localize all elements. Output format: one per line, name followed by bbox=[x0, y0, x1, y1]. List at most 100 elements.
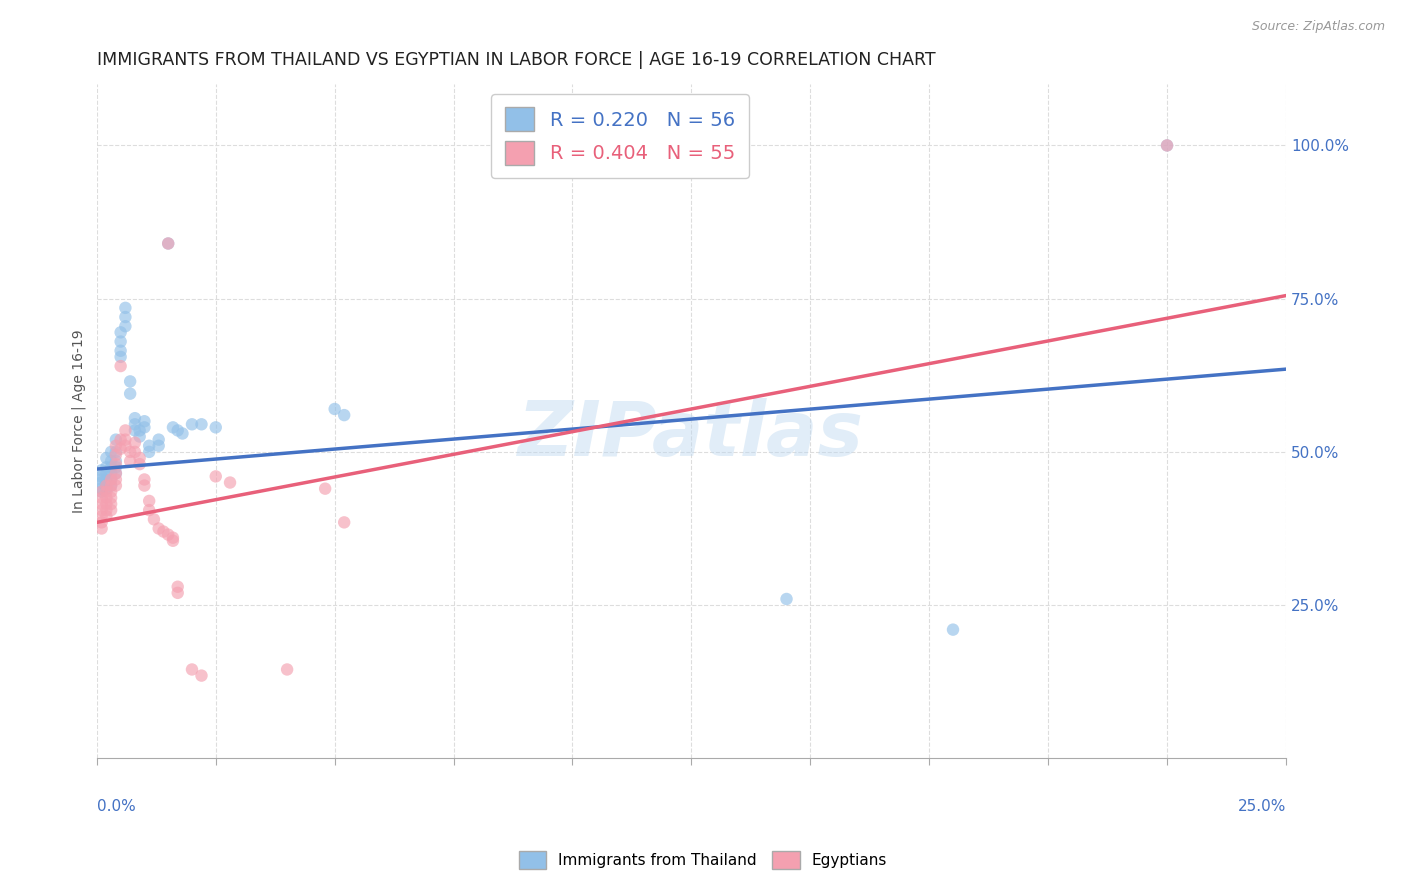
Point bbox=[104, 457, 127, 471]
Point bbox=[90, 475, 112, 490]
Point bbox=[104, 473, 127, 487]
Point bbox=[90, 484, 112, 499]
Point bbox=[100, 484, 122, 499]
Point bbox=[96, 497, 118, 511]
Point bbox=[96, 509, 118, 524]
Point bbox=[124, 417, 146, 432]
Point bbox=[96, 478, 118, 492]
Point bbox=[181, 417, 204, 432]
Point bbox=[90, 503, 112, 517]
Point bbox=[96, 503, 118, 517]
Point bbox=[110, 433, 132, 447]
Point bbox=[104, 467, 127, 481]
Point bbox=[148, 439, 170, 453]
Point bbox=[157, 236, 180, 251]
Point bbox=[100, 503, 122, 517]
Point bbox=[124, 435, 146, 450]
Point bbox=[100, 454, 122, 468]
Point bbox=[128, 450, 150, 465]
Y-axis label: In Labor Force | Age 16-19: In Labor Force | Age 16-19 bbox=[72, 329, 86, 513]
Point bbox=[162, 533, 184, 548]
Point bbox=[100, 473, 122, 487]
Point bbox=[90, 463, 112, 477]
Point bbox=[114, 433, 136, 447]
Point bbox=[100, 497, 122, 511]
Point bbox=[110, 359, 132, 373]
Point bbox=[134, 473, 156, 487]
Point bbox=[166, 586, 188, 600]
Point bbox=[157, 527, 180, 541]
Point bbox=[96, 467, 118, 481]
Point bbox=[104, 478, 127, 492]
Point bbox=[100, 445, 122, 459]
Point bbox=[100, 478, 122, 492]
Point bbox=[134, 478, 156, 492]
Point bbox=[104, 454, 127, 468]
Point bbox=[90, 482, 112, 496]
Point bbox=[148, 521, 170, 535]
Point bbox=[323, 401, 346, 416]
Point bbox=[120, 454, 142, 468]
Point bbox=[1156, 138, 1178, 153]
Point bbox=[120, 386, 142, 401]
Point bbox=[96, 482, 118, 496]
Point bbox=[142, 512, 165, 526]
Text: Source: ZipAtlas.com: Source: ZipAtlas.com bbox=[1251, 20, 1385, 33]
Text: 0.0%: 0.0% bbox=[97, 799, 135, 814]
Point bbox=[100, 478, 122, 492]
Point bbox=[157, 236, 180, 251]
Point bbox=[172, 426, 194, 441]
Point bbox=[96, 491, 118, 505]
Point bbox=[124, 424, 146, 438]
Point bbox=[90, 473, 112, 487]
Point bbox=[124, 445, 146, 459]
Point bbox=[190, 668, 212, 682]
Point bbox=[90, 491, 112, 505]
Point bbox=[110, 343, 132, 358]
Point bbox=[100, 460, 122, 475]
Point bbox=[204, 420, 226, 434]
Point bbox=[104, 460, 127, 475]
Point bbox=[1156, 138, 1178, 153]
Point bbox=[120, 375, 142, 389]
Point bbox=[104, 439, 127, 453]
Point bbox=[90, 521, 112, 535]
Point bbox=[138, 503, 160, 517]
Point bbox=[110, 350, 132, 364]
Point bbox=[96, 473, 118, 487]
Point bbox=[333, 408, 356, 422]
Point bbox=[104, 445, 127, 459]
Legend: R = 0.220   N = 56, R = 0.404   N = 55: R = 0.220 N = 56, R = 0.404 N = 55 bbox=[492, 94, 748, 178]
Point bbox=[110, 326, 132, 340]
Point bbox=[138, 445, 160, 459]
Point bbox=[942, 623, 965, 637]
Point bbox=[138, 494, 160, 508]
Text: 25.0%: 25.0% bbox=[1237, 799, 1286, 814]
Point bbox=[775, 592, 797, 607]
Point bbox=[219, 475, 242, 490]
Point bbox=[204, 469, 226, 483]
Point bbox=[100, 473, 122, 487]
Point bbox=[134, 414, 156, 428]
Point bbox=[114, 439, 136, 453]
Point bbox=[276, 663, 298, 677]
Point bbox=[104, 448, 127, 462]
Point bbox=[90, 516, 112, 530]
Point bbox=[114, 310, 136, 324]
Point bbox=[90, 497, 112, 511]
Point bbox=[128, 457, 150, 471]
Point bbox=[148, 433, 170, 447]
Point bbox=[124, 411, 146, 425]
Point bbox=[96, 484, 118, 499]
Point bbox=[114, 301, 136, 315]
Point bbox=[162, 531, 184, 545]
Text: IMMIGRANTS FROM THAILAND VS EGYPTIAN IN LABOR FORCE | AGE 16-19 CORRELATION CHAR: IMMIGRANTS FROM THAILAND VS EGYPTIAN IN … bbox=[97, 51, 935, 69]
Point bbox=[100, 467, 122, 481]
Point bbox=[110, 334, 132, 349]
Point bbox=[190, 417, 212, 432]
Point bbox=[128, 429, 150, 443]
Point bbox=[114, 424, 136, 438]
Point bbox=[181, 663, 204, 677]
Point bbox=[120, 445, 142, 459]
Point bbox=[96, 478, 118, 492]
